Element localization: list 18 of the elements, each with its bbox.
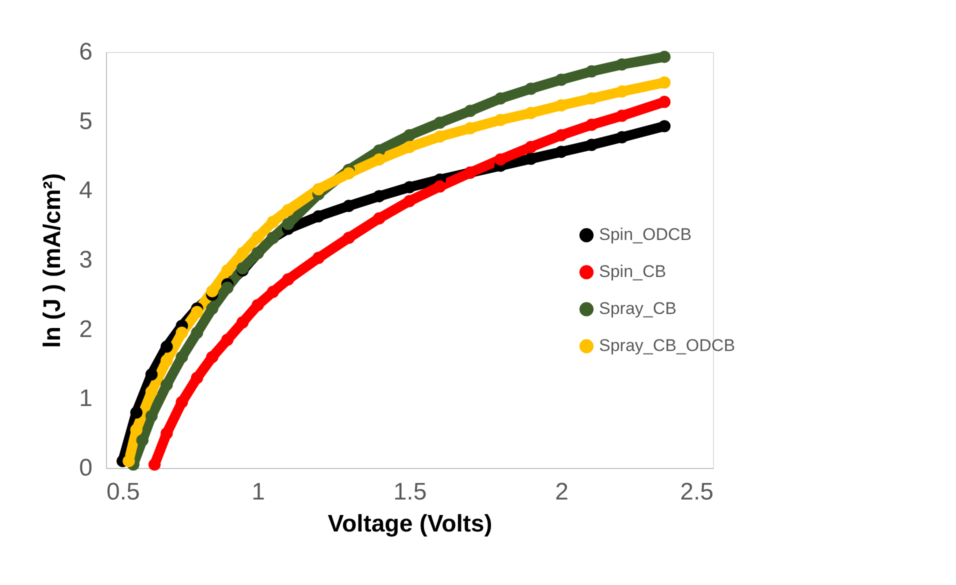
legend-label: Spin_CB [599,262,666,282]
x-tick-label: 1.5 [393,478,427,506]
y-tick-label: 1 [79,385,92,412]
y-tick-label: 5 [79,108,92,135]
y-tick-label: 3 [79,246,92,274]
y-axis-title: ln (J ) (mA/cm²) [39,173,66,348]
legend-label: Spin_ODCB [599,225,692,244]
y-tick-label: 6 [79,38,92,66]
legend-label: Spray_CB_ODCB [599,336,736,356]
x-tick-label: 0.5 [106,478,140,506]
x-axis-title: Voltage (Volts) [328,510,492,538]
legend-label: Spray_CB [599,299,676,318]
x-tick-label: 1 [252,478,265,506]
y-tick-label: 2 [79,316,92,343]
x-tick-label: 2.5 [680,478,714,506]
y-tick-label: 0 [79,454,92,482]
y-tick-label: 4 [79,177,92,204]
x-tick-label: 2 [555,478,568,506]
